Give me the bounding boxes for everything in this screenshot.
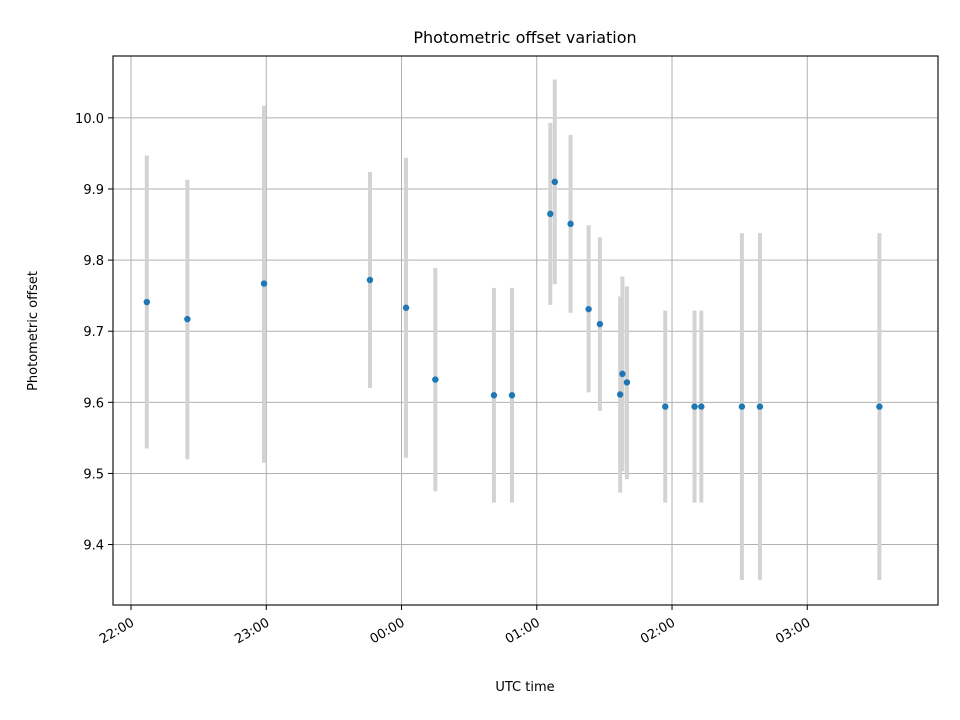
data-point [402,304,410,311]
data-point [490,392,498,399]
data-point [691,403,698,410]
data-point [551,178,559,186]
y-axis-label: Photometric offset [26,271,41,391]
y-tick-label: 10.0 [75,112,104,127]
data-point [876,403,883,410]
data-point [260,280,268,287]
data-point [756,403,764,410]
x-axis-label: UTC time [495,680,554,695]
data-point [585,305,592,313]
data-point [738,403,746,410]
data-point [547,210,554,218]
y-tick-label: 9.9 [83,183,104,198]
data-point [184,315,191,323]
y-tick-label: 9.4 [83,539,104,554]
data-point [623,379,631,386]
data-point [366,276,374,284]
data-points [143,178,883,410]
plot-frame [112,55,939,606]
data-point [567,220,574,228]
data-point [508,392,516,399]
data-point [662,403,669,410]
data-point [432,376,439,383]
y-tick-label: 9.7 [83,325,104,340]
data-point [619,370,626,378]
data-point [143,298,151,306]
chart-title: Photometric offset variation [413,28,636,47]
y-axis: 9.4 9.5 9.6 9.7 9.8 9.9 10.0 [75,112,113,554]
y-tick-label: 9.5 [83,467,104,482]
y-tick-label: 9.8 [83,254,104,269]
data-point [596,320,604,328]
y-tick-label: 9.6 [83,396,104,411]
data-point [698,403,705,410]
data-point [616,391,624,398]
grid [113,56,938,605]
